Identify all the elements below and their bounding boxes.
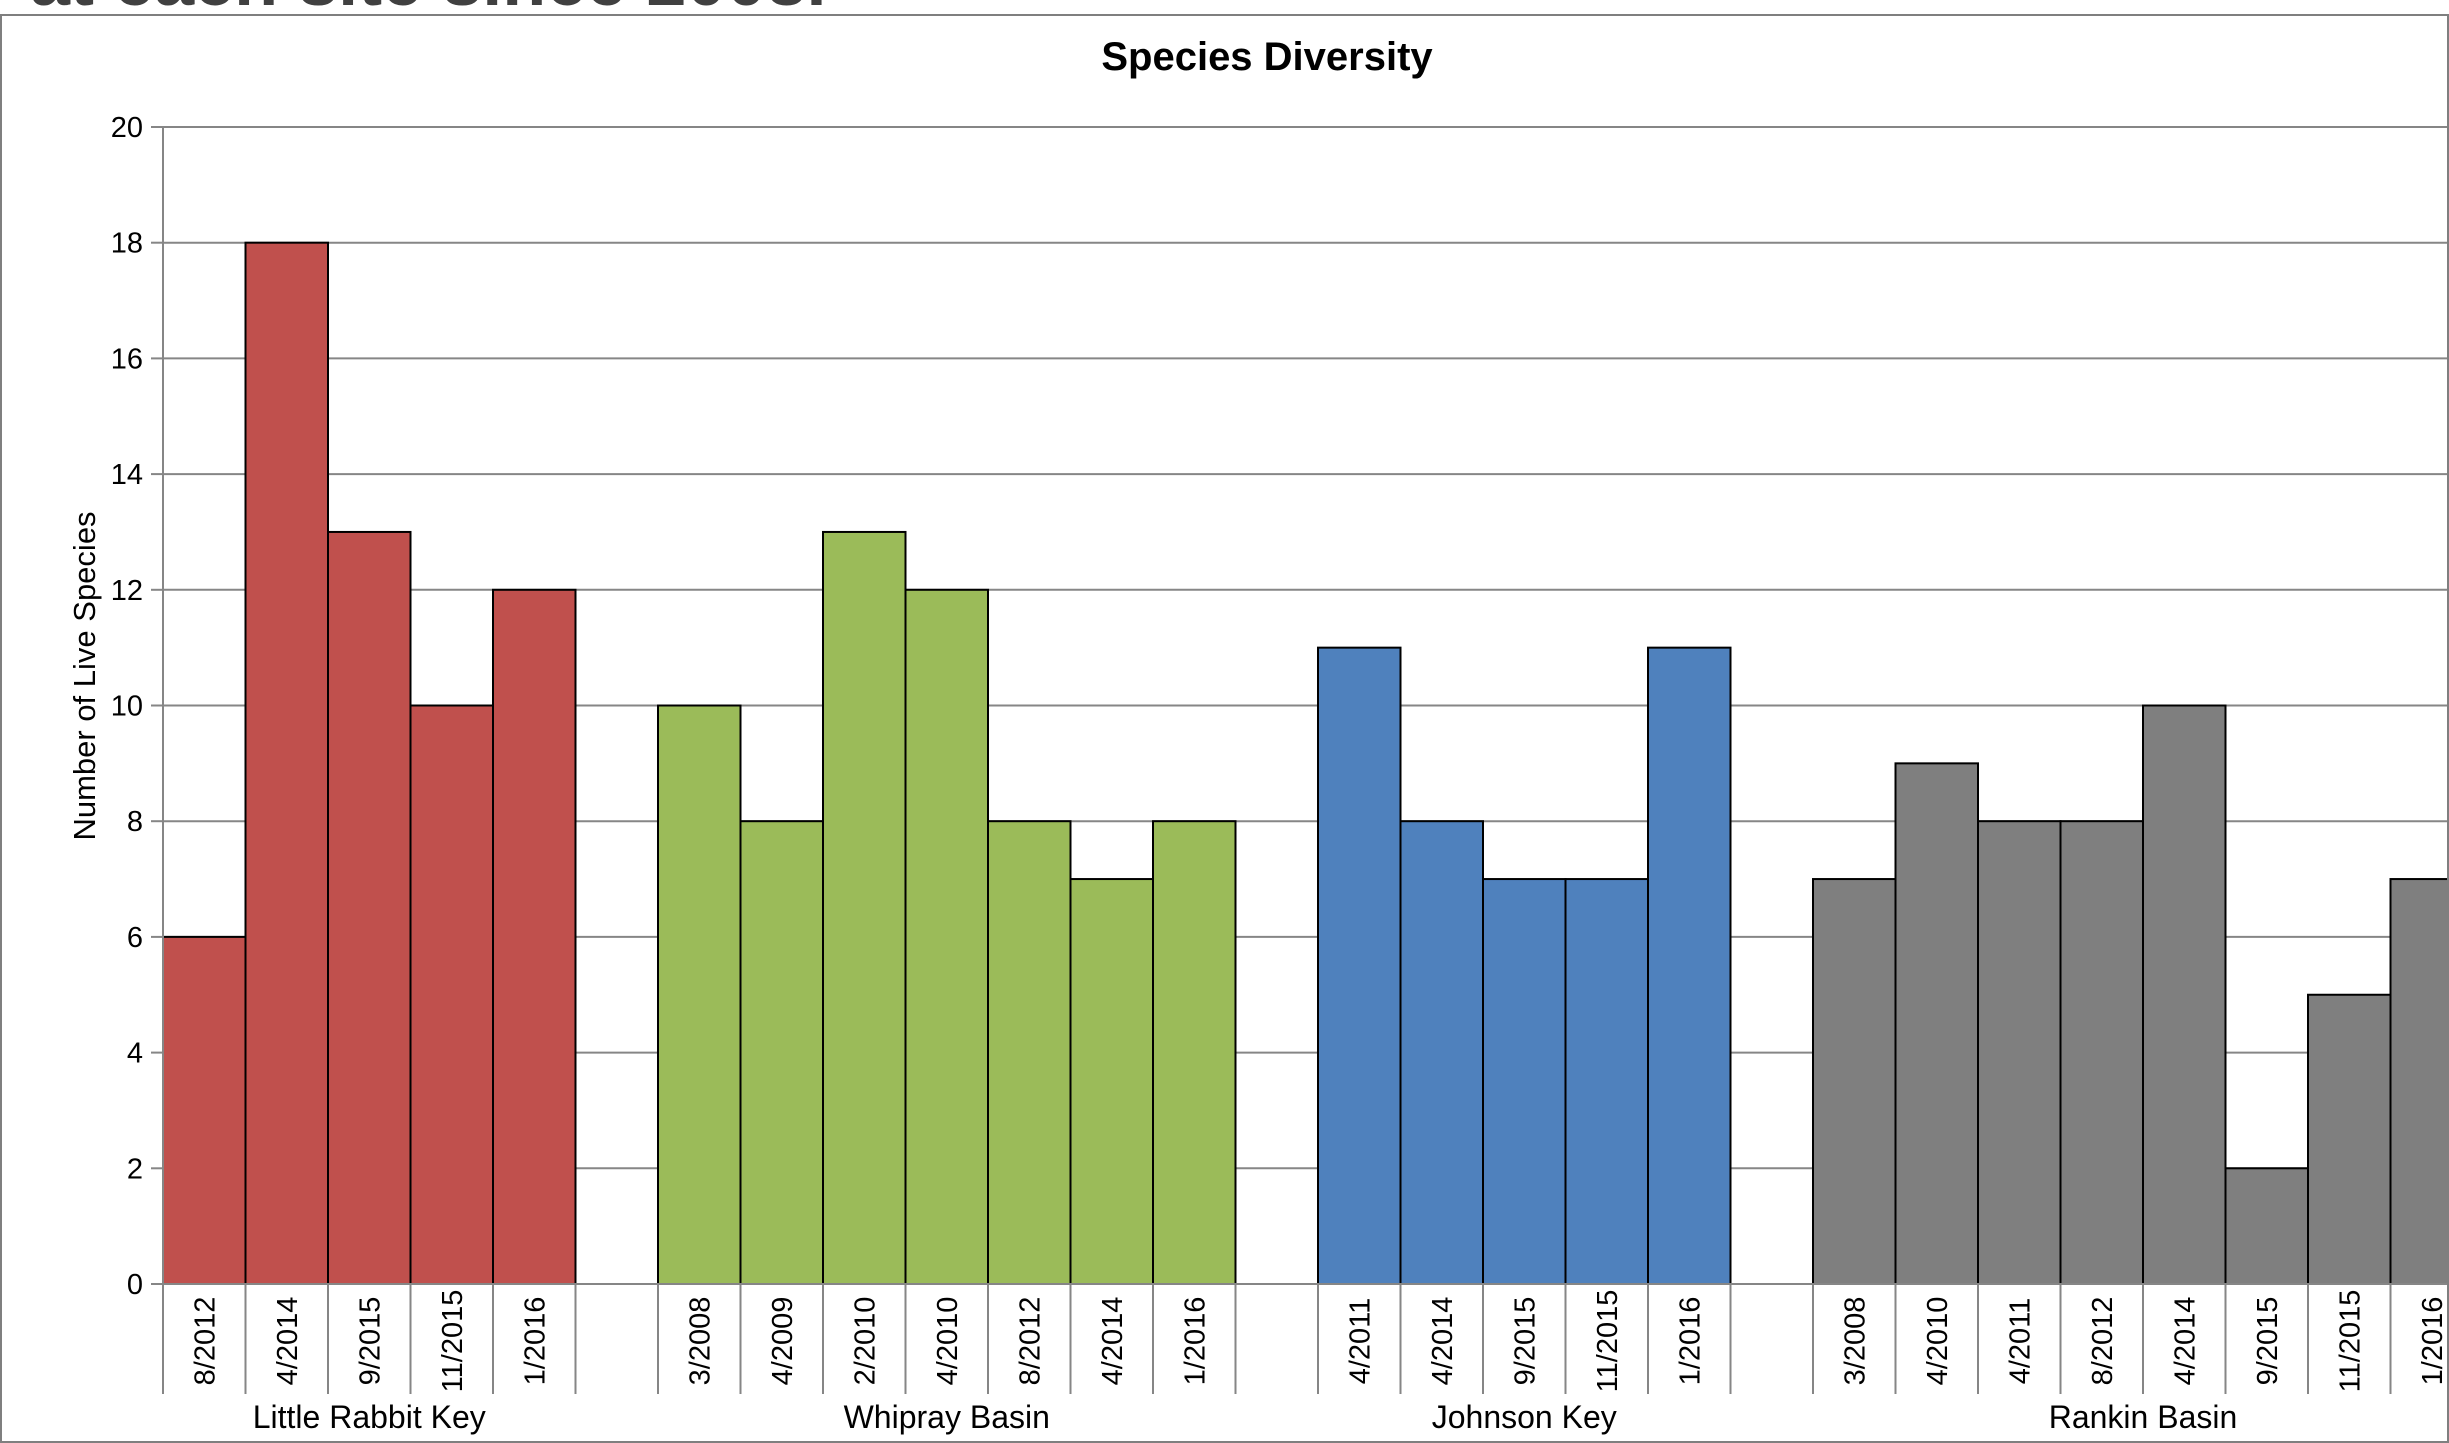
- x-tick-label: 11/2015: [2334, 1290, 2366, 1393]
- bar: [1894, 762, 1979, 1285]
- y-tick-label: 0: [127, 1269, 143, 1301]
- x-tick-label: 9/2015: [354, 1297, 386, 1386]
- bar: [492, 588, 577, 1285]
- y-tick-label: 2: [127, 1153, 143, 1185]
- y-tick-label: 14: [111, 459, 143, 491]
- bar: [2224, 1167, 2309, 1286]
- bar: [904, 588, 989, 1285]
- bar: [1647, 646, 1732, 1285]
- bar: [2059, 820, 2144, 1285]
- bar: [987, 820, 1072, 1285]
- group-label: Johnson Key: [1432, 1399, 1617, 1435]
- x-tick-label: 4/2011: [1344, 1298, 1376, 1385]
- bar: [822, 530, 907, 1285]
- x-tick-label: 4/2010: [932, 1297, 964, 1386]
- x-tick-label: 3/2008: [1839, 1297, 1871, 1386]
- x-tick-label: 11/2015: [437, 1290, 469, 1393]
- x-tick-label: 4/2011: [2004, 1298, 2036, 1385]
- chart-frame: 0 2 4 6 8 10 12 14 16 18 20 8/2012 4/2014 9/2015 11/20…: [0, 14, 2449, 1443]
- x-tick-label: 4/2014: [272, 1297, 304, 1386]
- bar: [657, 704, 742, 1285]
- bar: [2389, 878, 2447, 1285]
- x-tick-label: 9/2015: [1509, 1297, 1541, 1386]
- bar: [739, 820, 824, 1285]
- bar: [2142, 704, 2227, 1285]
- bar: [244, 241, 329, 1286]
- bar: [327, 530, 412, 1285]
- x-tick-label: 1/2016: [519, 1297, 551, 1386]
- bar: [1317, 646, 1402, 1285]
- bar: [162, 935, 247, 1286]
- x-tick-label: 8/2012: [2087, 1297, 2119, 1386]
- x-tick-label: 4/2010: [1922, 1297, 1954, 1386]
- x-tick-label: 9/2015: [2252, 1297, 2284, 1386]
- x-tick-label: 1/2016: [1179, 1297, 1211, 1386]
- bar: [409, 704, 494, 1285]
- chart-title: Species Diversity: [1101, 35, 1433, 79]
- x-tick-label: 4/2014: [2169, 1297, 2201, 1386]
- x-tick-label: 4/2014: [1427, 1297, 1459, 1386]
- x-tick-label: 8/2012: [1014, 1297, 1046, 1386]
- bar: [1482, 878, 1567, 1285]
- bar: [1069, 878, 1154, 1285]
- bar: [1812, 878, 1897, 1285]
- y-tick-label: 6: [127, 922, 143, 954]
- bar: [1152, 820, 1237, 1285]
- x-tick-label: 3/2008: [684, 1297, 716, 1386]
- y-tick-label: 18: [111, 228, 143, 260]
- axes: 0 2 4 6 8 10 12 14 16 18 20 8/2012 4/2014 9/2015 11/20…: [111, 112, 2447, 1435]
- y-tick-label: 8: [127, 806, 143, 838]
- bar: [1564, 878, 1649, 1285]
- y-tick-label: 16: [111, 343, 143, 375]
- bars: [162, 241, 2447, 1286]
- group-label: Little Rabbit Key: [253, 1399, 486, 1435]
- y-axis-title: Number of Live Species: [67, 511, 102, 840]
- y-tick-label: 4: [127, 1038, 143, 1070]
- x-tick-label: 1/2016: [2417, 1297, 2447, 1386]
- x-tick-label: 4/2009: [767, 1297, 799, 1386]
- group-label: Rankin Basin: [2049, 1399, 2238, 1435]
- x-tick-label: 8/2012: [189, 1297, 221, 1386]
- x-tick-label: 1/2016: [1674, 1297, 1706, 1386]
- bar: [1399, 820, 1484, 1285]
- species-diversity-chart: 0 2 4 6 8 10 12 14 16 18 20 8/2012 4/2014 9/2015 11/20…: [67, 35, 2447, 1435]
- x-tick-label: 4/2014: [1097, 1297, 1129, 1386]
- bar: [2307, 993, 2392, 1285]
- bar: [1977, 820, 2062, 1285]
- y-tick-label: 12: [111, 575, 143, 607]
- y-tick-label: 20: [111, 112, 143, 144]
- x-tick-label: 2/2010: [849, 1297, 881, 1386]
- group-label: Whipray Basin: [844, 1399, 1050, 1435]
- x-tick-label: 11/2015: [1592, 1290, 1624, 1393]
- y-tick-label: 10: [111, 691, 143, 723]
